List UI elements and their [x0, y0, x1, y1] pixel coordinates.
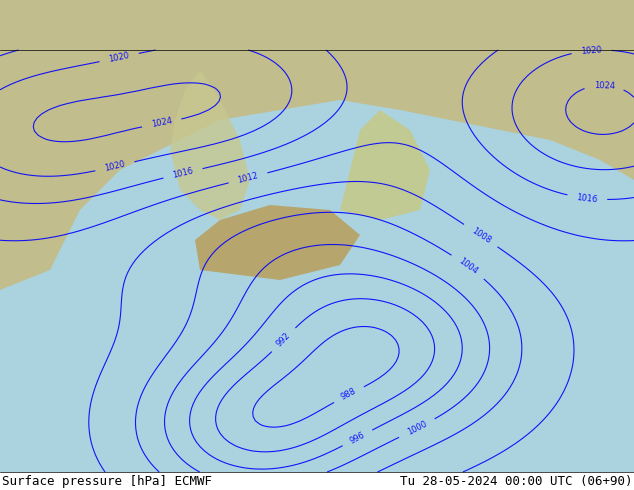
Text: Tu 28-05-2024 00:00 UTC (06+90): Tu 28-05-2024 00:00 UTC (06+90): [399, 474, 632, 488]
Bar: [0, 472, 634, 490]
Text: 992: 992: [275, 331, 292, 348]
Text: 1012: 1012: [236, 171, 259, 185]
Text: 1016: 1016: [172, 167, 194, 180]
Text: 996: 996: [348, 430, 366, 445]
Text: 1020: 1020: [581, 45, 602, 56]
Text: 988: 988: [340, 387, 358, 402]
Text: 1020: 1020: [108, 51, 131, 64]
Text: 1008: 1008: [470, 226, 492, 245]
Polygon shape: [340, 110, 430, 220]
Text: 1004: 1004: [457, 257, 479, 276]
Text: 1024: 1024: [150, 117, 173, 129]
Text: 1000: 1000: [406, 419, 429, 437]
Text: 1020: 1020: [103, 160, 126, 173]
Polygon shape: [0, 0, 634, 290]
Polygon shape: [170, 70, 250, 220]
Text: 1016: 1016: [576, 193, 598, 204]
Polygon shape: [195, 205, 360, 280]
Text: 1024: 1024: [593, 81, 615, 91]
Bar: [0, 50, 634, 472]
Text: Surface pressure [hPa] ECMWF: Surface pressure [hPa] ECMWF: [2, 474, 212, 488]
